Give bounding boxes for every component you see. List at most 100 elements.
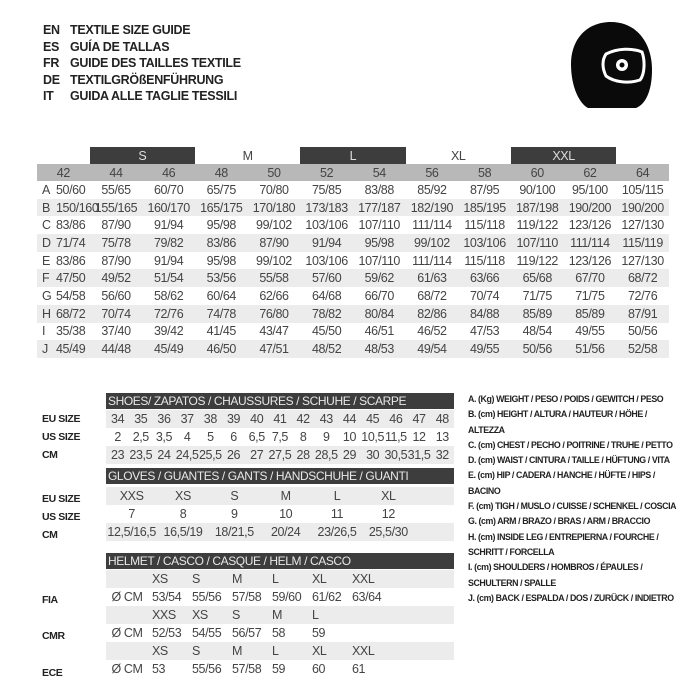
table-cell: 37/40 [101,324,131,339]
table-cell: 29 [337,446,362,464]
table-cell [414,487,454,505]
table-row: C 83/86 87/90 91/94 95/98 99/102 103/106 107/11… [37,216,669,234]
table-cell: 4 [183,430,191,444]
table-row: E 83/86 87/90 91/94 95/98 99/102 103/106 107/11… [37,252,669,270]
table-cell: 85/92 [417,182,447,197]
table-cell: 57/60 [300,269,353,288]
size-cell: XS [148,570,188,588]
table-cell: F 47/50 [37,269,90,288]
table-cell: 103/106 [305,253,348,268]
table-cell: 12 [381,507,396,521]
table-cell: 99/102 [256,218,292,233]
table-cell [388,606,454,624]
size-group-row: S M L XL XXL [37,147,669,164]
table-cell: 16,5/19 [157,523,209,541]
value-cell: 53/54 [152,590,182,604]
size-cell: M [228,642,268,660]
row-key: G [42,288,52,303]
table-cell: 85/89 [563,304,617,323]
value-cell: 59 [312,626,326,640]
legend-item: F. (cm) TIGH / MUSLO / CUISSE / SCHENKEL… [468,501,677,513]
legend-item: C. (cm) CHEST / PECHO / POITRINE / TRUHE… [468,439,673,451]
table-cell: 2 [114,430,121,444]
row-key: E [42,253,50,268]
table-cell: 23 [106,446,130,464]
row-key: A [42,182,50,197]
row-label: CMR [42,630,65,642]
table-cell: 46 [384,410,408,428]
table-cell: XL [362,487,414,505]
table-cell: 187/198 [510,198,564,217]
table-cell [414,523,454,541]
table-cell: 51/54 [142,269,195,288]
shoes-title: SHOES/ ZAPATOS / CHAUSSURES / SCHUHE / S… [106,393,454,409]
table-cell: 38 [198,410,222,428]
legend-item: SCHRITT / FORCELLA [468,546,555,558]
table-cell: 60/70 [154,182,184,197]
size-cell: XXL [348,642,388,660]
table-cell: 119/122 [516,218,559,233]
value-cell: 57/58 [232,662,262,676]
title-text: TEXTILE SIZE GUIDE [70,23,191,37]
table-cell: 30 [361,446,385,464]
unit-cell: Ø CM [111,662,143,676]
row-label: CM [42,449,58,461]
table-cell: 95/98 [206,253,237,268]
table-cell: 45 [361,410,385,428]
helmet-table: XS S M L XL XXL Ø CM 53/54 55/56 57/58 59/60 61/62 6… [106,570,454,678]
table-cell: 90/100 [519,182,556,197]
column-header: 64 [616,164,669,181]
table-cell: 62/66 [259,288,289,303]
value-cell [348,624,388,642]
row-label: EU SIZE [42,413,81,425]
cell-value: 150/160 [56,200,99,215]
table-cell: 10,5 [361,430,385,444]
table-cell: 67/70 [563,269,617,288]
table-cell: 2,5 [132,430,150,444]
row-key: J [42,342,48,357]
table-cell: 71/75 [522,288,553,303]
table-cell: 49/55 [458,340,511,358]
row-label: ECE [42,667,63,679]
table-cell: 127/130 [621,253,664,268]
legend-item: H. (cm) INSIDE LEG / ENTREPIERNA / FOURC… [468,531,659,543]
table-cell: 23,5 [129,446,153,464]
table-cell: 27,5 [268,446,292,464]
column-header: 56 [405,164,459,181]
table-cell: 190/200 [616,198,669,217]
table-cell: 173/183 [300,198,353,217]
size-cell: S [188,642,228,660]
table-cell: 49/52 [89,269,143,288]
table-cell: 83/88 [364,182,395,197]
table-cell [388,624,454,642]
table-cell: 48 [430,410,454,428]
table-cell: 25,5/30 [362,523,414,541]
column-header: 48 [194,164,248,181]
title-fr: FR GUIDE DES TAILLES TEXTILE [43,55,241,72]
table-cell: 10 [342,430,357,444]
cell-value: 68/72 [56,306,86,321]
table-row: 12,5/16,5 16,5/19 18/21,5 20/24 23/26,5 25,5/… [106,523,454,541]
table-cell: 82/86 [405,304,459,323]
size-cell [348,606,388,624]
size-group [37,147,90,164]
table-row: 34 35 36 37 38 39 40 41 42 43 44 45 46 47 48 [106,410,454,428]
table-cell: 83/86 [194,234,248,252]
table-cell: B 150/160 [37,198,99,217]
table-cell: 115/119 [616,234,669,252]
table-cell: 84/88 [458,304,511,323]
table-cell: 95/98 [206,218,237,233]
table-cell: C 83/86 [37,216,90,234]
table-cell: 185/195 [458,198,511,217]
value-cell: 61/62 [312,590,342,604]
table-cell: 47/53 [469,324,500,339]
size-cell: XS [188,606,228,624]
table-cell: 72/76 [627,288,658,303]
table-cell: 48/54 [522,324,553,339]
table-cell: 50/56 [510,340,564,358]
table-cell: I 35/38 [37,323,90,341]
row-label: CM [42,529,58,541]
row-key: H [42,306,51,321]
table-cell: 70/74 [89,304,143,323]
table-cell: 7,5 [271,430,289,444]
